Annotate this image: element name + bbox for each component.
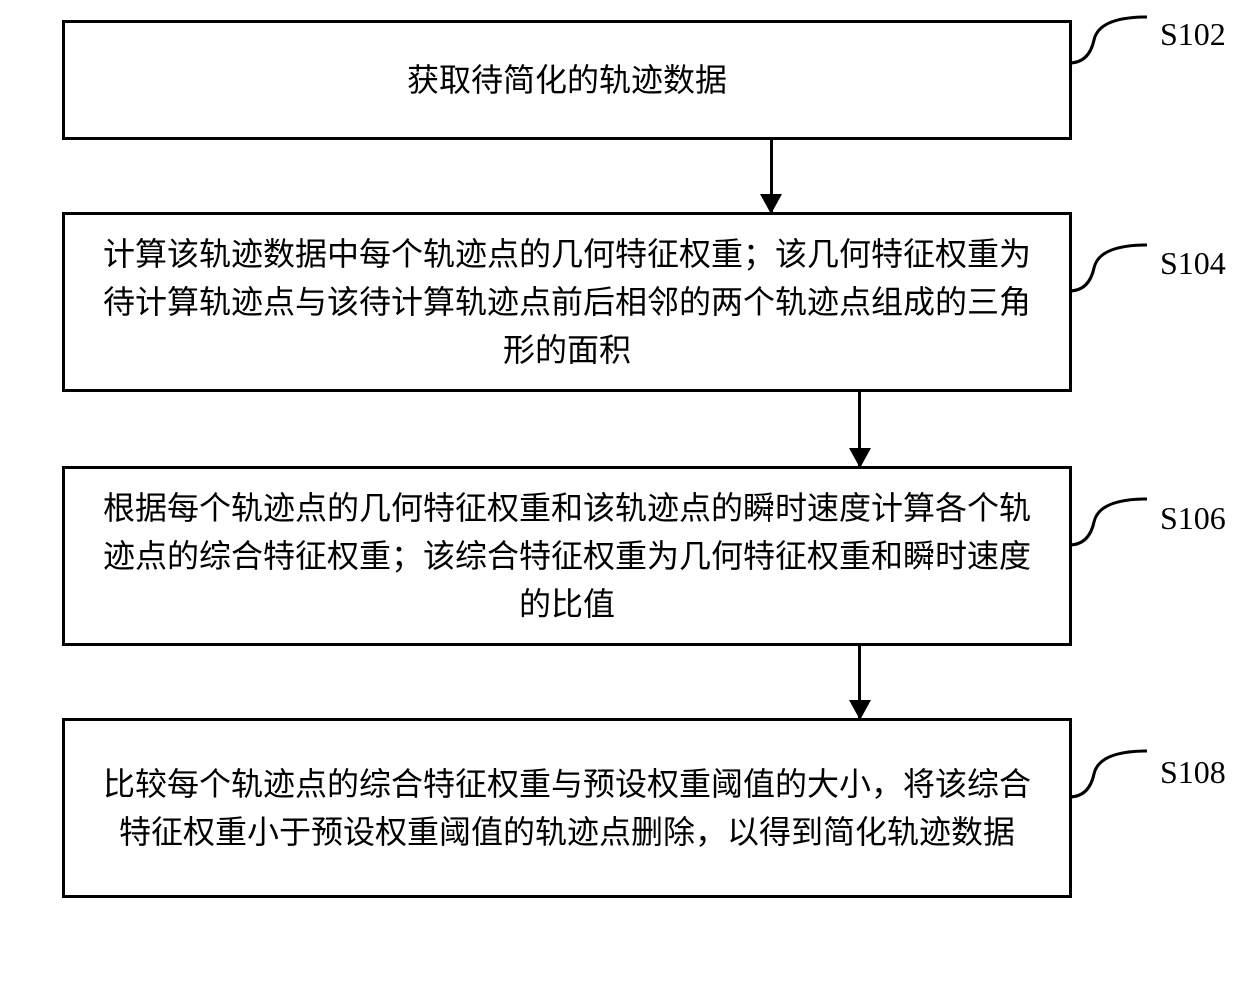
arrow-3-container [62, 646, 1152, 718]
node-text-s102: 获取待简化的轨迹数据 [407, 56, 727, 104]
arrow-s104-s106 [858, 392, 861, 466]
arrow-s102-s104 [770, 140, 773, 212]
flowchart-node-s102: 获取待简化的轨迹数据 [62, 20, 1072, 140]
node-label-s104: S104 [1160, 245, 1226, 282]
node-label-s106: S106 [1160, 500, 1226, 537]
flowchart-node-s104: 计算该轨迹数据中每个轨迹点的几何特征权重；该几何特征权重为待计算轨迹点与该待计算… [62, 212, 1072, 392]
node-label-s102: S102 [1160, 16, 1226, 53]
node-text-s108: 比较每个轨迹点的综合特征权重与预设权重阈值的大小，将该综合特征权重小于预设权重阈… [89, 760, 1045, 856]
flowchart-container: 获取待简化的轨迹数据 S102 计算该轨迹数据中每个轨迹点的几何特征权重；该几何… [62, 20, 1152, 898]
bracket-s102 [1069, 15, 1149, 65]
node-text-s106: 根据每个轨迹点的几何特征权重和该轨迹点的瞬时速度计算各个轨迹点的综合特征权重；该… [89, 484, 1045, 628]
arrow-1-container [62, 140, 1152, 212]
bracket-s108 [1069, 749, 1149, 799]
flowchart-node-s106: 根据每个轨迹点的几何特征权重和该轨迹点的瞬时速度计算各个轨迹点的综合特征权重；该… [62, 466, 1072, 646]
arrow-s106-s108 [858, 646, 861, 718]
flowchart-node-s108: 比较每个轨迹点的综合特征权重与预设权重阈值的大小，将该综合特征权重小于预设权重阈… [62, 718, 1072, 898]
node-label-s108: S108 [1160, 754, 1226, 791]
node-text-s104: 计算该轨迹数据中每个轨迹点的几何特征权重；该几何特征权重为待计算轨迹点与该待计算… [89, 230, 1045, 374]
arrow-2-container [62, 392, 1152, 466]
bracket-s104 [1069, 243, 1149, 293]
bracket-s106 [1069, 497, 1149, 547]
